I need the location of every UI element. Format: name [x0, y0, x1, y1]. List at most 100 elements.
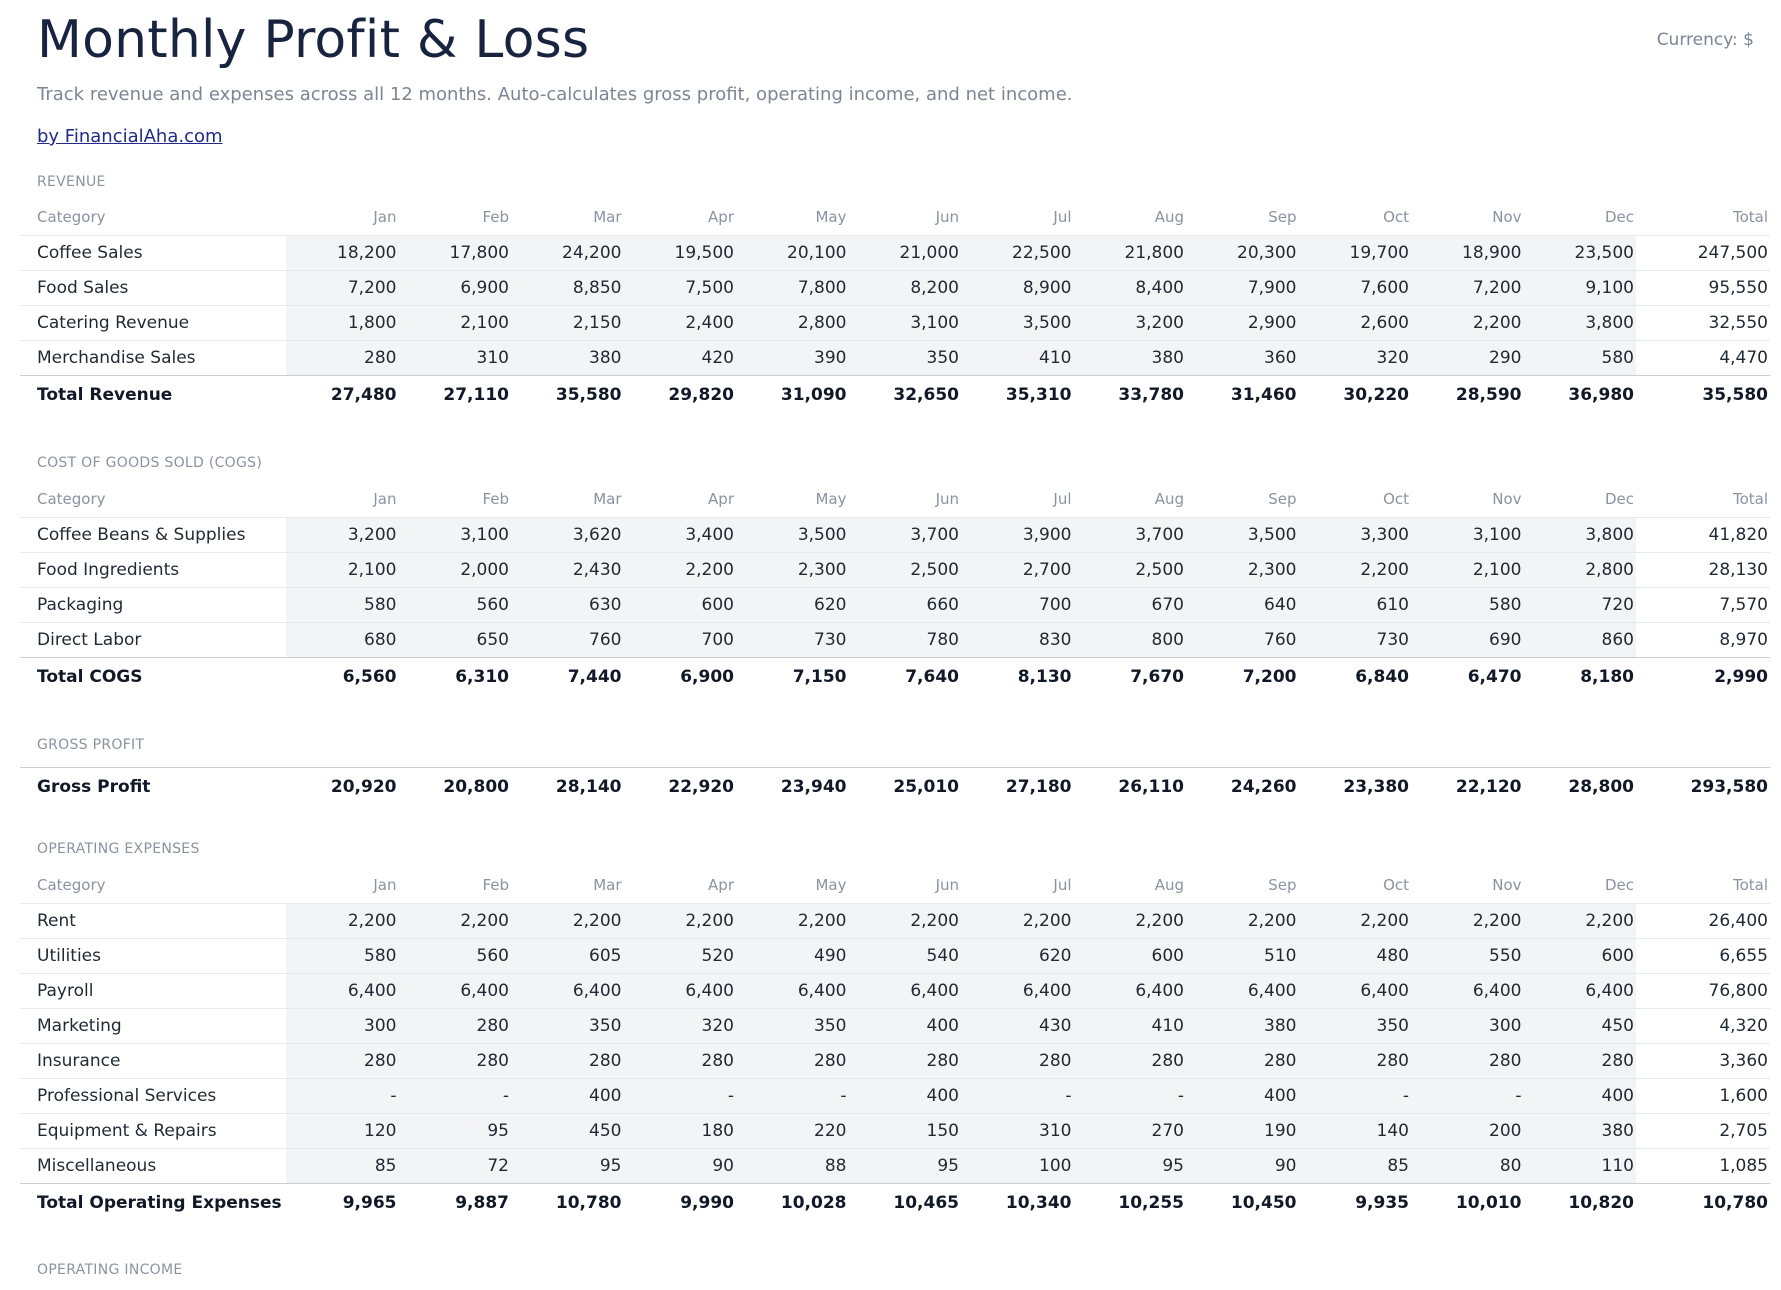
cell-jul[interactable]: - [961, 1078, 1074, 1114]
cell-jun[interactable]: 780 [848, 622, 961, 658]
cell-dec[interactable]: 2,200 [1523, 903, 1636, 939]
cell-apr[interactable]: 2,200 [623, 903, 736, 939]
cell-dec[interactable]: 450 [1523, 1008, 1636, 1044]
cell-oct[interactable]: 7,600 [1298, 270, 1411, 306]
cell-aug[interactable]: 280 [1073, 1043, 1186, 1079]
cell-dec[interactable]: 3,800 [1523, 305, 1636, 341]
cell-sep[interactable]: 20,300 [1186, 235, 1299, 271]
cell-may[interactable]: - [736, 1078, 849, 1114]
cell-dec[interactable]: 110 [1523, 1148, 1636, 1184]
cell-may[interactable]: 2,200 [736, 903, 849, 939]
cell-jul[interactable]: 430 [961, 1008, 1074, 1044]
cell-may[interactable]: 20,100 [736, 235, 849, 271]
cell-sep[interactable]: 3,500 [1186, 517, 1299, 553]
cell-nov[interactable]: 2,200 [1411, 305, 1524, 341]
cell-mar[interactable]: 400 [511, 1078, 624, 1114]
cell-feb[interactable]: 560 [398, 938, 511, 974]
cell-apr[interactable]: 280 [623, 1043, 736, 1079]
cell-feb[interactable]: 6,900 [398, 270, 511, 306]
cell-mar[interactable]: 605 [511, 938, 624, 974]
cell-sep[interactable]: 7,900 [1186, 270, 1299, 306]
cell-jul[interactable]: 22,500 [961, 235, 1074, 271]
cell-aug[interactable]: 270 [1073, 1113, 1186, 1149]
cell-may[interactable]: 7,800 [736, 270, 849, 306]
cell-aug[interactable]: 2,200 [1073, 903, 1186, 939]
cell-apr[interactable]: 2,400 [623, 305, 736, 341]
cell-dec[interactable]: 9,100 [1523, 270, 1636, 306]
cell-oct[interactable]: 2,600 [1298, 305, 1411, 341]
cell-jun[interactable]: 6,400 [848, 973, 961, 1009]
cell-dec[interactable]: 380 [1523, 1113, 1636, 1149]
cell-sep[interactable]: 280 [1186, 1043, 1299, 1079]
cell-sep[interactable]: 90 [1186, 1148, 1299, 1184]
cell-mar[interactable]: 8,850 [511, 270, 624, 306]
cell-jun[interactable]: 280 [848, 1043, 961, 1079]
cell-jul[interactable]: 410 [961, 340, 1074, 376]
cell-feb[interactable]: 95 [398, 1113, 511, 1149]
cell-may[interactable]: 2,800 [736, 305, 849, 341]
cell-feb[interactable]: 17,800 [398, 235, 511, 271]
cell-jan[interactable]: - [286, 1078, 399, 1114]
cell-oct[interactable]: 3,300 [1298, 517, 1411, 553]
cell-may[interactable]: 6,400 [736, 973, 849, 1009]
cell-aug[interactable]: 8,400 [1073, 270, 1186, 306]
cell-mar[interactable]: 350 [511, 1008, 624, 1044]
cell-mar[interactable]: 630 [511, 587, 624, 623]
cell-jan[interactable]: 580 [286, 587, 399, 623]
cell-aug[interactable]: 670 [1073, 587, 1186, 623]
cell-feb[interactable]: 2,200 [398, 903, 511, 939]
cell-sep[interactable]: 6,400 [1186, 973, 1299, 1009]
cell-may[interactable]: 88 [736, 1148, 849, 1184]
cell-nov[interactable]: 290 [1411, 340, 1524, 376]
cell-feb[interactable]: 2,100 [398, 305, 511, 341]
cell-jun[interactable]: 95 [848, 1148, 961, 1184]
cell-nov[interactable]: 6,400 [1411, 973, 1524, 1009]
cell-aug[interactable]: 3,200 [1073, 305, 1186, 341]
cell-feb[interactable]: 310 [398, 340, 511, 376]
cell-oct[interactable]: 480 [1298, 938, 1411, 974]
cell-nov[interactable]: 2,100 [1411, 552, 1524, 588]
cell-sep[interactable]: 510 [1186, 938, 1299, 974]
cell-aug[interactable]: 2,500 [1073, 552, 1186, 588]
cell-oct[interactable]: 140 [1298, 1113, 1411, 1149]
cell-may[interactable]: 3,500 [736, 517, 849, 553]
cell-may[interactable]: 220 [736, 1113, 849, 1149]
cell-sep[interactable]: 2,200 [1186, 903, 1299, 939]
cell-jan[interactable]: 580 [286, 938, 399, 974]
cell-aug[interactable]: 95 [1073, 1148, 1186, 1184]
byline-link[interactable]: by FinancialAha.com [37, 126, 223, 147]
cell-apr[interactable]: 420 [623, 340, 736, 376]
cell-jun[interactable]: 400 [848, 1008, 961, 1044]
cell-oct[interactable]: 320 [1298, 340, 1411, 376]
cell-mar[interactable]: 450 [511, 1113, 624, 1149]
cell-jul[interactable]: 6,400 [961, 973, 1074, 1009]
cell-mar[interactable]: 3,620 [511, 517, 624, 553]
cell-may[interactable]: 490 [736, 938, 849, 974]
cell-may[interactable]: 390 [736, 340, 849, 376]
cell-dec[interactable]: 6,400 [1523, 973, 1636, 1009]
cell-nov[interactable]: 550 [1411, 938, 1524, 974]
cell-jan[interactable]: 85 [286, 1148, 399, 1184]
cell-jan[interactable]: 1,800 [286, 305, 399, 341]
cell-jul[interactable]: 700 [961, 587, 1074, 623]
cell-aug[interactable]: 3,700 [1073, 517, 1186, 553]
cell-mar[interactable]: 6,400 [511, 973, 624, 1009]
cell-jan[interactable]: 2,100 [286, 552, 399, 588]
cell-jul[interactable]: 100 [961, 1148, 1074, 1184]
cell-feb[interactable]: 280 [398, 1043, 511, 1079]
cell-mar[interactable]: 2,430 [511, 552, 624, 588]
cell-jun[interactable]: 3,700 [848, 517, 961, 553]
cell-jun[interactable]: 150 [848, 1113, 961, 1149]
cell-nov[interactable]: 7,200 [1411, 270, 1524, 306]
cell-jan[interactable]: 2,200 [286, 903, 399, 939]
cell-jul[interactable]: 3,900 [961, 517, 1074, 553]
cell-feb[interactable]: - [398, 1078, 511, 1114]
cell-jan[interactable]: 680 [286, 622, 399, 658]
cell-jul[interactable]: 280 [961, 1043, 1074, 1079]
cell-oct[interactable]: 280 [1298, 1043, 1411, 1079]
cell-feb[interactable]: 2,000 [398, 552, 511, 588]
cell-oct[interactable]: 350 [1298, 1008, 1411, 1044]
cell-jun[interactable]: 8,200 [848, 270, 961, 306]
cell-jun[interactable]: 660 [848, 587, 961, 623]
cell-nov[interactable]: 80 [1411, 1148, 1524, 1184]
